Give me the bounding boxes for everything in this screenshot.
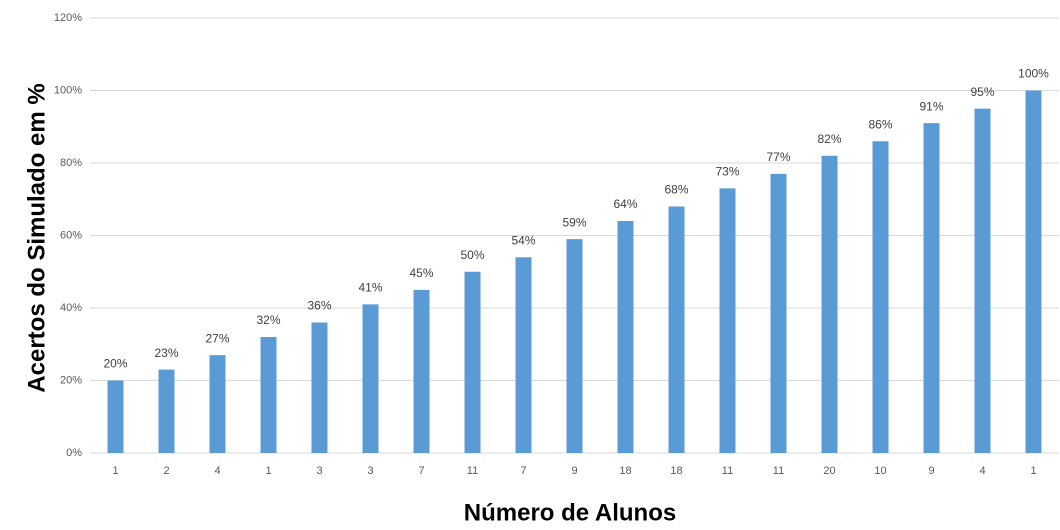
- value-label: 95%: [970, 85, 994, 99]
- value-label: 27%: [205, 331, 229, 345]
- value-label: 64%: [613, 197, 637, 211]
- value-label: 86%: [868, 117, 892, 131]
- x-tick-label: 1: [265, 465, 271, 477]
- x-tick-label: 3: [367, 465, 373, 477]
- y-tick-label: 60%: [60, 229, 82, 241]
- bar: [719, 188, 736, 453]
- value-label: 54%: [511, 233, 535, 247]
- bar: [770, 173, 787, 453]
- x-tick-label: 4: [979, 465, 985, 477]
- value-label: 91%: [919, 99, 943, 113]
- x-tick-label: 7: [418, 465, 424, 477]
- bar: [821, 155, 838, 453]
- value-label: 77%: [766, 150, 790, 164]
- bar: [260, 337, 277, 453]
- x-tick-label: 9: [928, 465, 934, 477]
- x-tick-label: 4: [214, 465, 220, 477]
- x-tick-label: 1: [1030, 465, 1036, 477]
- y-tick-label: 120%: [54, 12, 82, 24]
- bar: [464, 271, 481, 453]
- x-tick-label: 18: [619, 465, 631, 477]
- y-tick-label: 0%: [66, 447, 82, 459]
- x-tick-label: 18: [670, 465, 682, 477]
- x-tick-label: 2: [163, 465, 169, 477]
- bar: [158, 369, 175, 453]
- bar: [974, 108, 991, 453]
- y-tick-label: 40%: [60, 302, 82, 314]
- bar: [311, 322, 328, 453]
- x-axis-title: Número de Alunos: [464, 499, 676, 526]
- bar: [107, 380, 124, 453]
- x-tick-label: 11: [467, 465, 478, 477]
- bar: [566, 239, 583, 453]
- x-tick-label: 3: [316, 465, 322, 477]
- value-label: 32%: [256, 313, 280, 327]
- y-tick-label: 20%: [60, 374, 82, 386]
- bar: [362, 304, 379, 453]
- bar: [617, 221, 634, 453]
- bar: [872, 141, 889, 453]
- y-axis-title: Acertos do Simulado em %: [23, 83, 50, 392]
- bar: [923, 123, 940, 453]
- y-tick-label: 80%: [60, 157, 82, 169]
- x-tick-label: 7: [520, 465, 526, 477]
- value-label: 36%: [307, 299, 331, 313]
- x-tick-label: 10: [874, 465, 886, 477]
- bar: [413, 289, 430, 453]
- bar: [209, 355, 226, 453]
- y-tick-label: 100%: [54, 84, 82, 96]
- value-label: 100%: [1018, 67, 1049, 81]
- x-tick-label: 9: [571, 465, 577, 477]
- bar: [668, 206, 685, 453]
- value-label: 50%: [460, 248, 484, 262]
- x-tick-label: 11: [722, 465, 733, 477]
- value-label: 82%: [817, 132, 841, 146]
- value-label: 41%: [358, 281, 382, 295]
- value-label: 23%: [154, 346, 178, 360]
- value-label: 20%: [103, 357, 127, 371]
- x-tick-label: 11: [773, 465, 784, 477]
- x-tick-label: 1: [112, 465, 118, 477]
- x-tick-label: 20: [823, 465, 835, 477]
- value-label: 59%: [562, 215, 586, 229]
- bar: [1025, 90, 1042, 453]
- value-label: 68%: [664, 183, 688, 197]
- value-label: 73%: [715, 165, 739, 179]
- bar: [515, 257, 532, 453]
- value-label: 45%: [409, 266, 433, 280]
